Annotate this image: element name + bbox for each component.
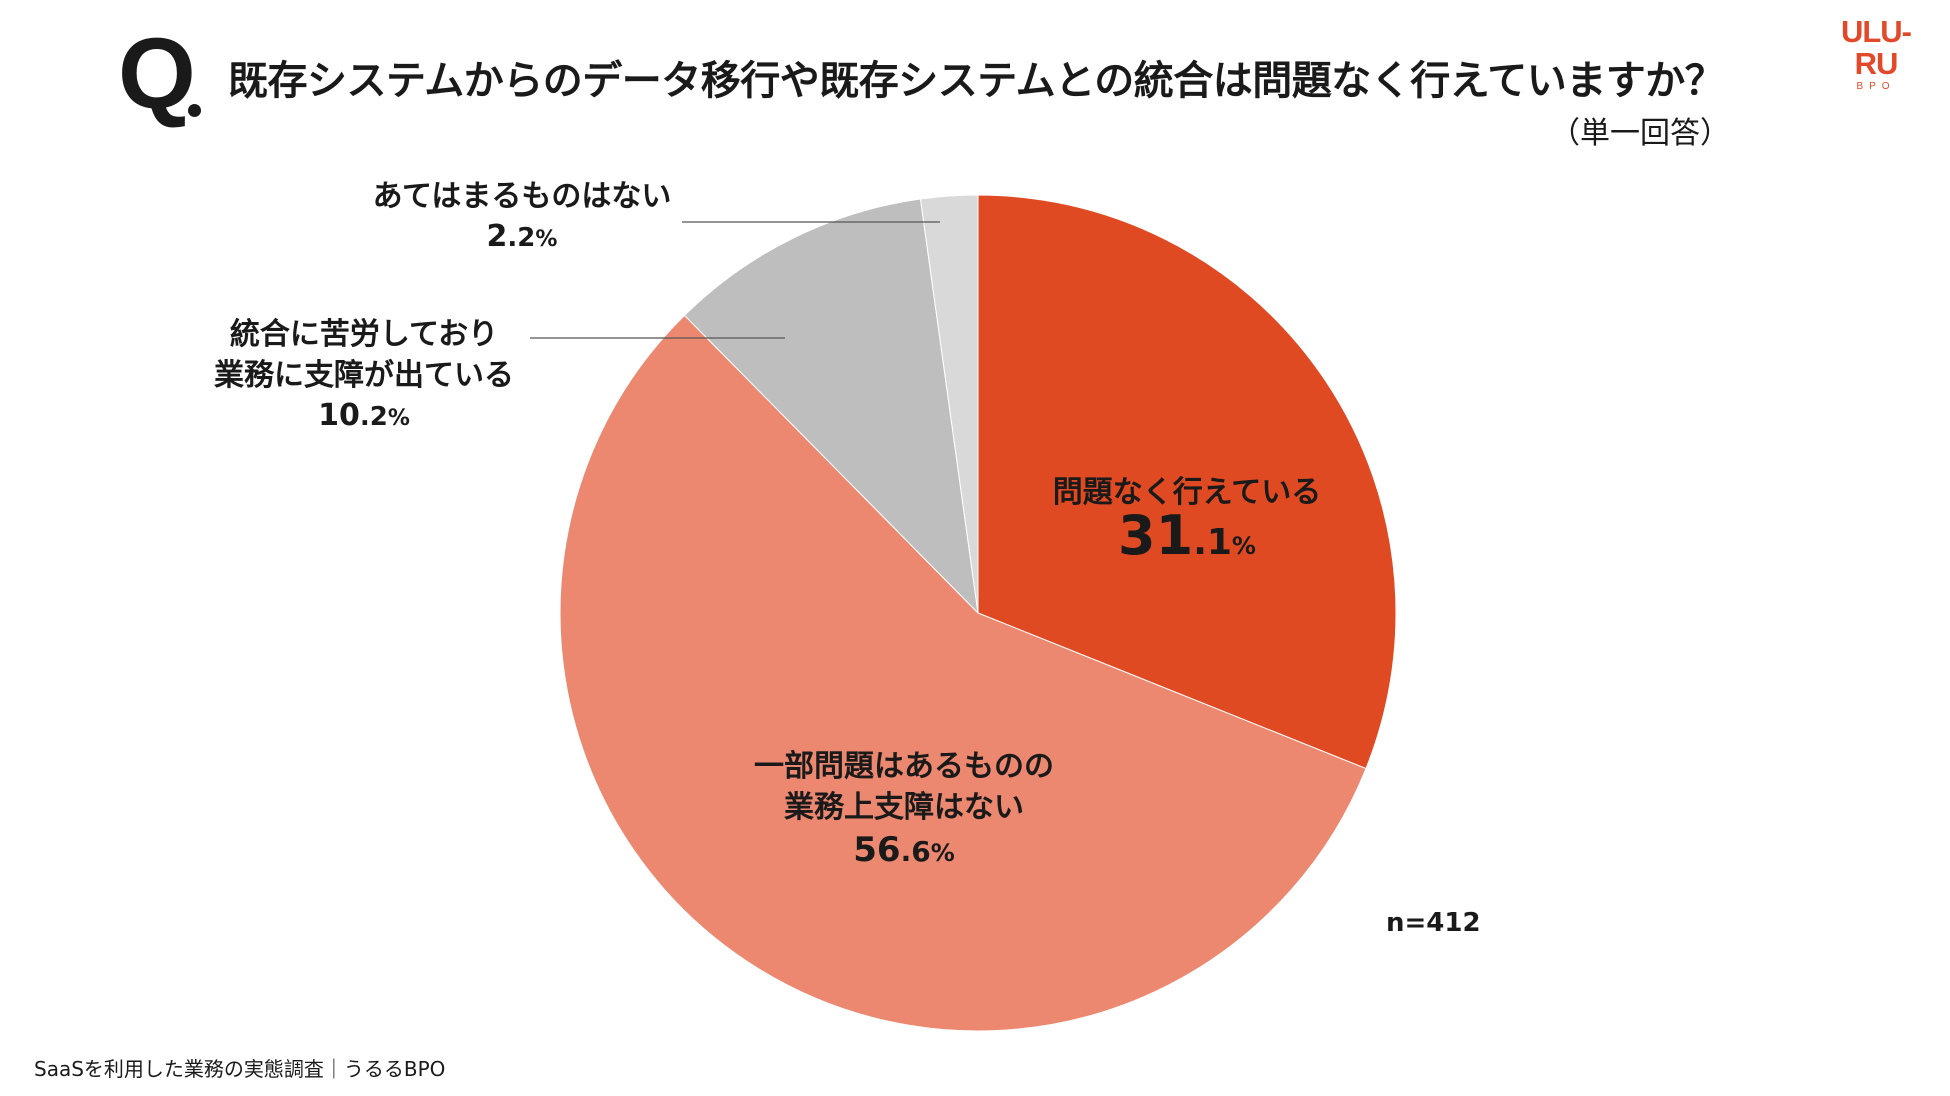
slice-label-some-problem-line-1: 一部問題はあるものの — [754, 749, 1054, 784]
answer-type-note: （単一回答） — [1550, 116, 1730, 151]
slice-value-no-problem: 31.1% — [1118, 504, 1256, 567]
pie-slice-none-apply — [919, 194, 979, 614]
slice-label-struggling-line-1: 統合に苦労しており — [230, 317, 498, 352]
slice-label-no-problem-line-1: 問題なく行えている — [1053, 475, 1322, 510]
sample-size-label: n=412 — [1386, 908, 1481, 938]
slice-label-struggling-line-2: 業務に支障が出ている — [214, 358, 514, 393]
pie-slice-struggling — [683, 198, 979, 615]
uluru-logo: ULU-RU BPO — [1820, 16, 1932, 93]
question-title: 既存システムからのデータ移行や既存システムとの統合は問題なく行えていますか？ — [228, 58, 1725, 104]
source-footer: SaaSを利用した業務の実態調査｜うるるBPO — [34, 1057, 446, 1081]
question-mark: Q — [118, 18, 196, 130]
slice-value-some-problem: 56.6% — [853, 830, 955, 870]
question-mark-dot — [188, 104, 201, 117]
logo-wordmark: ULU-RU — [1840, 14, 1912, 81]
pie-slice-some-problem — [559, 314, 1367, 1032]
pie-slice-no-problem — [977, 194, 1397, 770]
logo-subtext: BPO — [1856, 81, 1896, 92]
slice-label-none-apply-line-1: あてはまるものはない — [373, 179, 672, 214]
slice-value-none-apply: 2.2% — [487, 219, 558, 254]
slice-value-struggling: 10.2% — [318, 398, 410, 433]
slice-label-some-problem-line-2: 業務上支障はない — [784, 790, 1024, 825]
